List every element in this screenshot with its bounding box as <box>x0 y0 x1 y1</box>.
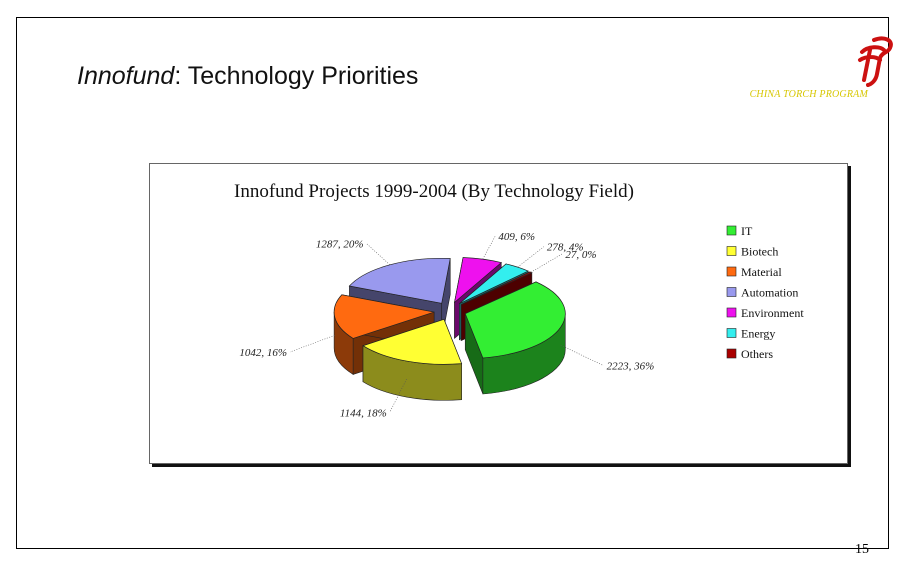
legend-label-environment: Environment <box>741 306 804 320</box>
data-label-energy: 278, 4% <box>547 242 584 254</box>
slide-title-emphasis: Innofund <box>77 62 175 90</box>
program-name: CHINA TORCH PROGRAM <box>749 89 868 100</box>
legend-label-others: Others <box>741 347 773 361</box>
data-label-automation: 1287, 20% <box>316 239 364 251</box>
pie-slice-environment <box>453 257 503 304</box>
leader-line <box>366 243 391 266</box>
legend-label-automation: Automation <box>741 286 798 300</box>
pie-slice-automation <box>348 257 451 304</box>
legend-swatch-environment <box>726 307 737 318</box>
pie-tops <box>333 257 566 365</box>
slide-title-rest: : Technology Priorities <box>174 62 419 90</box>
data-label-others: 27, 0% <box>565 249 596 261</box>
legend-swatch-material <box>726 266 737 277</box>
legend-swatch-biotech <box>726 246 737 256</box>
pie-slice-it <box>464 281 566 359</box>
data-label-material: 1042, 16% <box>239 347 287 359</box>
page-number: 15 <box>855 542 869 557</box>
legend-swatch-it <box>726 225 737 236</box>
leader-line <box>560 344 604 366</box>
data-label-biotech: 1144, 18% <box>340 407 387 419</box>
legend: IT Biotech Material Automation Environment En… <box>726 224 804 361</box>
pie-slice-material <box>333 294 435 339</box>
leader-line <box>482 235 496 260</box>
legend-swatch-others <box>726 348 737 359</box>
pie-chart: Innofund Projects 1999-2004 (By Technolo… <box>234 181 804 419</box>
slide-title: Innofund: Technology Priorities <box>77 62 418 91</box>
leader-line <box>530 253 563 273</box>
logo-stroke <box>866 36 893 87</box>
logo-stroke <box>858 45 886 82</box>
legend-swatch-automation <box>726 287 737 297</box>
pie-slice-biotech <box>362 318 463 365</box>
legend-swatch-energy <box>726 328 737 338</box>
legend-label-material: Material <box>741 265 782 279</box>
chart-title: Innofund Projects 1999-2004 (By Technolo… <box>234 181 634 202</box>
data-labels: 2223, 36% 1144, 18% 1042, 16% 1287, 20% 409,… <box>239 231 654 419</box>
data-label-environment: 409, 6% <box>498 231 535 243</box>
legend-label-energy: Energy <box>741 327 775 341</box>
slide: Innofund: Technology Priorities CHINA TO… <box>16 17 893 557</box>
leader-line <box>517 246 545 268</box>
legend-label-it: IT <box>741 224 753 238</box>
data-label-it: 2223, 36% <box>607 361 655 373</box>
leader-line <box>289 334 335 353</box>
torch-logo-icon <box>858 36 893 87</box>
chart-frame: Innofund Projects 1999-2004 (By Technolo… <box>149 163 848 464</box>
legend-label-biotech: Biotech <box>741 245 778 259</box>
